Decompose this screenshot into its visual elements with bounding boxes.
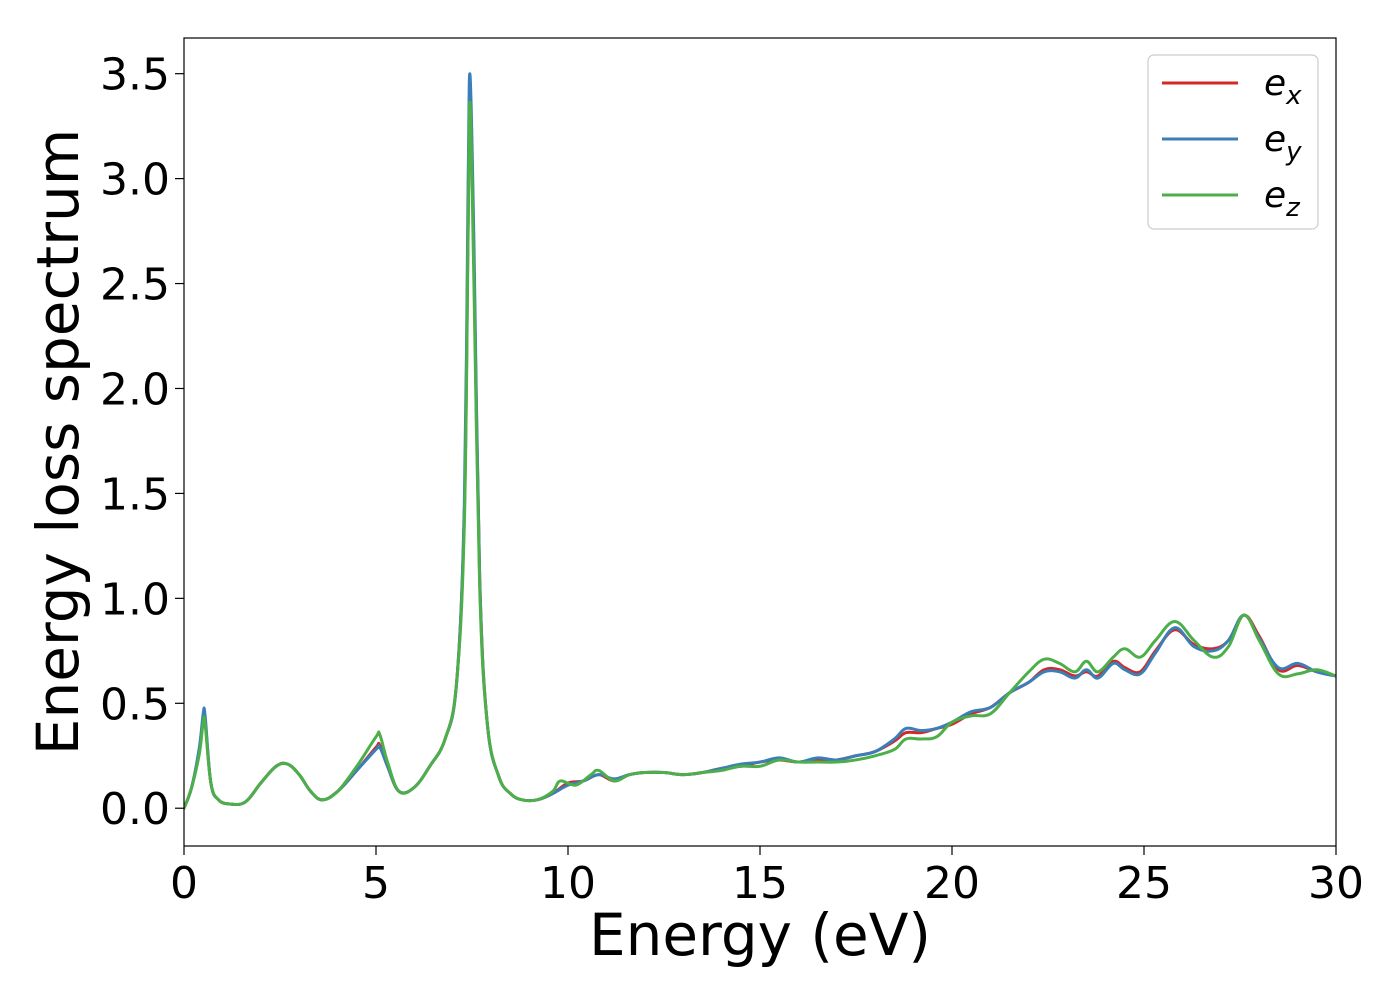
series-line-3 [184, 100, 1336, 810]
legend: ex ey ez [1147, 54, 1319, 230]
x-tick-label: 0 [170, 858, 198, 909]
legend-label-3: ez [1264, 175, 1301, 223]
y-axis-label: Energy loss spectrum [24, 129, 92, 755]
y-tick-label: 2.5 [100, 260, 170, 311]
y-tick-label: 1.0 [100, 574, 170, 625]
y-tick-label: 0.5 [100, 679, 170, 730]
y-axis-ticks: 0.0 0.5 1.0 1.5 2.0 2.5 3.0 3.5 [100, 50, 184, 835]
legend-label-1: ex [1264, 63, 1302, 111]
legend-box [1147, 54, 1319, 230]
y-tick-label: 2.0 [100, 364, 170, 415]
x-tick-label: 25 [1116, 858, 1172, 909]
y-tick-label: 3.5 [100, 50, 170, 101]
legend-label-2: ey [1264, 119, 1302, 167]
x-tick-label: 10 [540, 858, 596, 909]
y-tick-label: 1.5 [100, 469, 170, 520]
x-tick-label: 5 [362, 858, 390, 909]
y-tick-label: 0.0 [100, 784, 170, 835]
x-tick-label: 20 [924, 858, 980, 909]
y-tick-label: 3.0 [100, 155, 170, 206]
plot-lines [184, 72, 1336, 810]
x-tick-label: 30 [1308, 858, 1364, 909]
x-tick-label: 15 [732, 858, 788, 909]
x-axis-ticks: 0 5 10 15 20 25 30 [170, 846, 1364, 909]
x-axis-label: Energy (eV) [589, 901, 931, 969]
